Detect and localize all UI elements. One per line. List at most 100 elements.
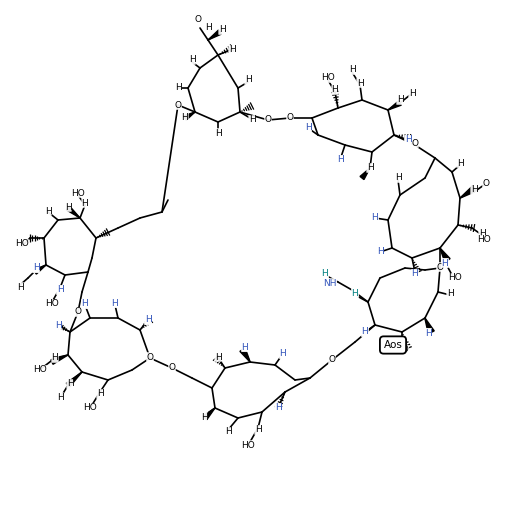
Text: H: H [470,186,478,194]
Text: H: H [82,300,88,308]
Text: H: H [225,427,231,437]
Polygon shape [203,408,215,420]
Text: O: O [147,352,154,362]
Polygon shape [425,318,434,333]
Text: H: H [442,259,448,267]
Text: H: H [321,269,329,279]
Text: H: H [412,269,418,279]
Text: H: H [17,283,23,291]
Text: H: H [352,288,358,298]
Text: H: H [372,213,378,223]
Text: H: H [82,300,88,308]
Text: H: H [255,425,262,435]
Text: H: H [372,213,378,223]
Text: H: H [144,315,152,325]
Text: H: H [112,299,118,307]
Text: HO: HO [45,300,59,308]
Text: H: H [442,259,448,267]
Text: H: H [405,135,411,145]
Text: O: O [286,113,294,123]
Text: HO: HO [83,404,97,412]
Text: H: H [182,112,189,122]
Text: Aos: Aos [384,340,403,350]
Text: HO: HO [241,441,255,449]
Text: H: H [377,247,383,256]
Text: H: H [205,24,211,32]
Text: H: H [479,229,485,239]
Polygon shape [460,186,476,198]
Text: O: O [412,139,418,148]
Text: H: H [242,343,248,351]
Polygon shape [184,112,195,120]
Text: H: H [52,353,58,363]
Polygon shape [440,248,450,262]
Text: H: H [337,155,343,165]
Text: H: H [352,288,358,298]
Text: HO: HO [321,73,335,83]
Text: H: H [66,380,74,388]
Text: H: H [409,89,415,97]
Text: H: H [275,404,281,412]
Text: H: H [55,321,61,329]
Text: H: H [305,123,311,131]
Text: H: H [112,299,118,307]
Text: H: H [57,392,63,402]
Text: H: H [214,352,222,362]
Text: O: O [437,263,444,271]
Text: H: H [219,26,226,34]
Text: H: H [201,412,207,422]
Text: H: H [337,155,343,165]
Text: H: H [280,349,286,359]
Text: H: H [447,289,453,299]
Text: H: H [174,83,182,91]
Text: H: H [82,199,88,207]
Text: NH: NH [323,279,337,287]
Polygon shape [66,206,80,218]
Text: H: H [57,286,63,294]
Text: H: H [214,128,222,137]
Text: H: H [349,66,355,74]
Text: O: O [168,364,175,372]
Text: H: H [425,328,431,338]
Polygon shape [33,265,46,274]
Polygon shape [388,101,401,110]
Text: H: H [367,164,373,172]
Text: H: H [356,78,364,88]
Text: O: O [75,307,82,317]
Text: H: H [189,55,195,65]
Text: H: H [144,315,152,325]
Text: HO: HO [395,345,409,354]
Text: H: H [396,95,404,105]
Text: O: O [195,15,201,25]
Text: H: H [280,349,286,359]
Polygon shape [360,168,370,180]
Text: H: H [45,207,51,215]
Text: H: H [244,75,251,85]
Text: HO: HO [448,273,462,283]
Text: H: H [305,124,311,132]
Text: O: O [174,101,182,109]
Text: H: H [248,115,256,125]
Text: H: H [242,343,248,351]
Polygon shape [208,30,222,40]
Text: H: H [377,247,383,256]
Text: O: O [483,179,489,187]
Text: H: H [321,269,329,279]
Text: H: H [32,264,40,272]
Text: H: H [332,86,338,94]
Text: H: H [457,159,463,168]
Text: H: H [55,321,61,329]
Text: HO: HO [15,240,29,248]
Text: H: H [425,328,431,338]
Text: H: H [97,389,103,399]
Text: H: H [361,327,369,337]
Text: H: H [405,135,411,145]
Text: H: H [275,404,281,412]
Polygon shape [66,372,82,387]
Text: H: H [394,173,402,183]
Polygon shape [51,355,68,364]
Text: H: H [412,269,418,279]
Text: H: H [32,264,40,272]
Text: H: H [64,203,71,211]
Text: H: H [57,286,63,294]
